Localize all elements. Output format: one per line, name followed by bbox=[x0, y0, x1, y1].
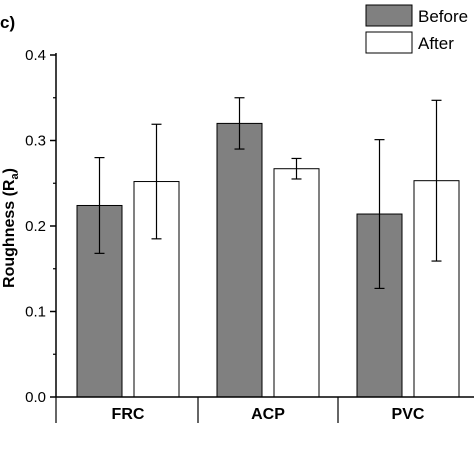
x-tick-label-pvc: PVC bbox=[392, 406, 425, 423]
y-axis-title: Roughness (Ra) bbox=[1, 168, 21, 288]
y-tick-label: 0.0 bbox=[25, 389, 46, 406]
x-tick-label-frc: FRC bbox=[112, 406, 145, 423]
legend: Before After bbox=[365, 4, 468, 54]
y-tick-label: 0.4 bbox=[25, 47, 46, 64]
legend-swatch-before bbox=[365, 4, 413, 27]
panel-label: c) bbox=[0, 13, 15, 32]
legend-label-after: After bbox=[418, 34, 454, 53]
bar-before-acp bbox=[216, 122, 263, 398]
bar-after-acp bbox=[273, 168, 320, 398]
legend-swatch-after bbox=[365, 31, 413, 54]
error-bars-group bbox=[94, 97, 442, 290]
y-tick-label: 0.3 bbox=[25, 133, 46, 150]
y-axis: 0.0 0.1 0.2 0.3 0.4 bbox=[25, 47, 56, 406]
legend-label-before: Before bbox=[418, 7, 468, 26]
x-tick-label-acp: ACP bbox=[251, 406, 285, 423]
axes-group bbox=[55, 53, 474, 423]
x-axis-labels: FRC ACP PVC bbox=[112, 406, 425, 423]
y-tick-label: 0.1 bbox=[25, 304, 46, 321]
bars-group bbox=[76, 122, 460, 398]
y-tick-label: 0.2 bbox=[25, 218, 46, 235]
